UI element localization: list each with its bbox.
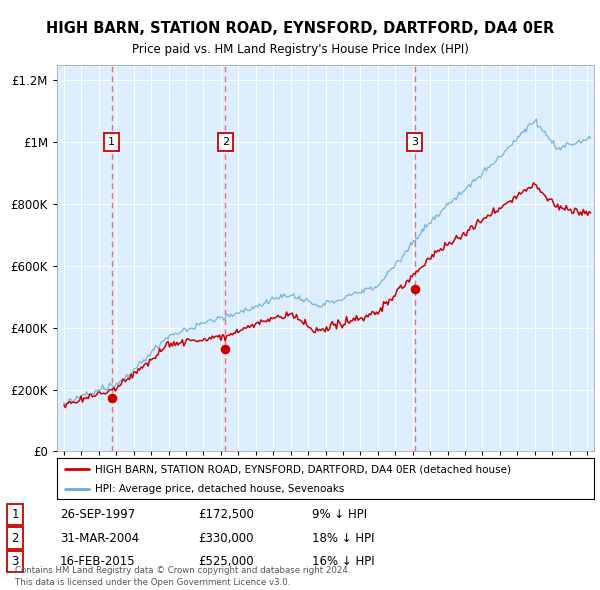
Text: 3: 3: [11, 555, 19, 568]
Text: HIGH BARN, STATION ROAD, EYNSFORD, DARTFORD, DA4 0ER (detached house): HIGH BARN, STATION ROAD, EYNSFORD, DARTF…: [95, 464, 511, 474]
Point: [220, 345, 230, 354]
Text: 1: 1: [11, 508, 19, 521]
Text: 1: 1: [108, 137, 115, 147]
Text: Price paid vs. HM Land Registry's House Price Index (HPI): Price paid vs. HM Land Registry's House …: [131, 43, 469, 56]
Text: HIGH BARN, STATION ROAD, EYNSFORD, DARTFORD, DA4 0ER: HIGH BARN, STATION ROAD, EYNSFORD, DARTF…: [46, 21, 554, 35]
Text: 9% ↓ HPI: 9% ↓ HPI: [312, 508, 367, 521]
Text: HPI: Average price, detached house, Sevenoaks: HPI: Average price, detached house, Seve…: [95, 484, 344, 493]
Point: [107, 394, 116, 403]
Text: 2: 2: [221, 137, 229, 147]
Text: £525,000: £525,000: [198, 555, 254, 568]
Text: 16-FEB-2015: 16-FEB-2015: [60, 555, 136, 568]
Text: 16% ↓ HPI: 16% ↓ HPI: [312, 555, 374, 568]
Text: 2: 2: [11, 532, 19, 545]
Text: 3: 3: [411, 137, 418, 147]
Text: 18% ↓ HPI: 18% ↓ HPI: [312, 532, 374, 545]
Text: £172,500: £172,500: [198, 508, 254, 521]
Text: £330,000: £330,000: [198, 532, 254, 545]
Text: Contains HM Land Registry data © Crown copyright and database right 2024.
This d: Contains HM Land Registry data © Crown c…: [15, 566, 350, 587]
Point: [410, 284, 419, 294]
Text: 31-MAR-2004: 31-MAR-2004: [60, 532, 139, 545]
Text: 26-SEP-1997: 26-SEP-1997: [60, 508, 135, 521]
